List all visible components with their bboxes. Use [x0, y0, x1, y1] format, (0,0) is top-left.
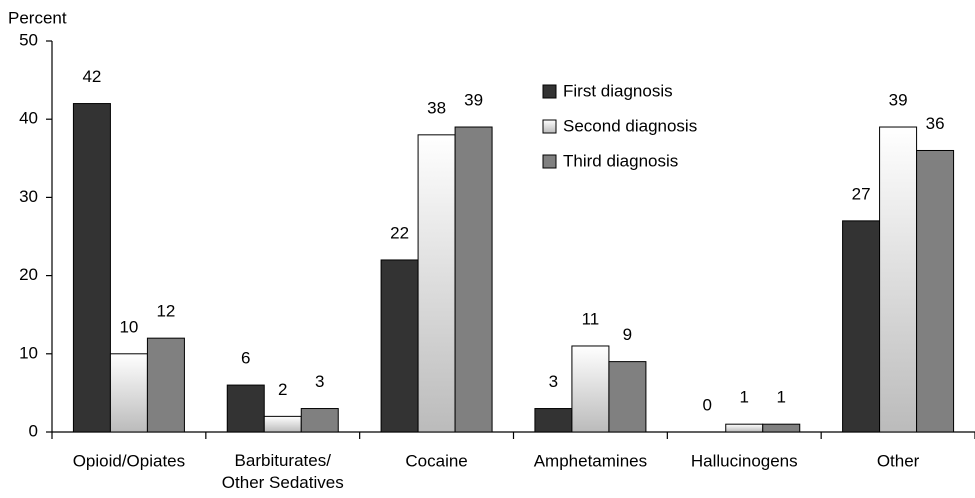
x-tick-label: Opioid/Opiates — [73, 451, 185, 470]
value-label: 39 — [889, 91, 908, 110]
value-label: 22 — [390, 223, 409, 242]
y-tick-label: 40 — [19, 109, 38, 128]
x-tick-label: Hallucinogens — [691, 451, 798, 470]
bar — [263, 415, 302, 433]
value-label: 3 — [315, 372, 324, 391]
bar — [608, 361, 647, 433]
x-tick-label: Barbiturates/Other Sedatives — [222, 451, 344, 492]
y-tick-label: 10 — [19, 343, 38, 362]
value-label: 1 — [740, 388, 749, 407]
y-tick-label: 50 — [19, 30, 38, 49]
value-label: 42 — [82, 67, 101, 86]
x-tick-label: Amphetamines — [534, 451, 647, 470]
bar — [762, 423, 801, 433]
legend-label: Third diagnosis — [563, 151, 678, 170]
value-label: 38 — [427, 98, 446, 117]
value-label: 36 — [926, 114, 945, 133]
value-label: 2 — [278, 380, 287, 399]
y-tick-label: 0 — [29, 421, 38, 440]
bar — [72, 103, 111, 433]
bar — [916, 149, 955, 433]
y-tick-label: 20 — [19, 265, 38, 284]
x-tick-label: Cocaine — [405, 451, 467, 470]
value-label: 10 — [119, 317, 138, 336]
bar — [300, 408, 339, 433]
value-label: 12 — [156, 302, 175, 321]
bar — [146, 337, 185, 433]
value-label: 11 — [582, 309, 600, 328]
value-label: 9 — [623, 325, 632, 344]
bar — [879, 126, 918, 433]
value-label: 27 — [852, 184, 871, 203]
value-label: 1 — [777, 388, 786, 407]
x-tick-label: Other — [877, 451, 920, 470]
bar — [417, 134, 456, 433]
legend-swatch — [542, 119, 557, 134]
bar — [842, 220, 881, 433]
bar — [571, 345, 610, 433]
value-label: 0 — [703, 395, 712, 414]
bar — [454, 126, 493, 433]
bar — [109, 353, 148, 433]
y-tick-label: 30 — [19, 187, 38, 206]
y-axis-label: Percent — [8, 8, 67, 27]
bar — [725, 423, 764, 433]
legend-label: Second diagnosis — [563, 116, 697, 135]
value-label: 39 — [464, 91, 483, 110]
value-label: 6 — [241, 349, 250, 368]
bar — [226, 384, 265, 433]
legend-swatch — [542, 84, 557, 99]
legend-label: First diagnosis — [563, 81, 673, 100]
bar — [380, 259, 419, 433]
legend-swatch — [542, 154, 557, 169]
bar — [534, 408, 573, 433]
value-label: 3 — [549, 372, 558, 391]
